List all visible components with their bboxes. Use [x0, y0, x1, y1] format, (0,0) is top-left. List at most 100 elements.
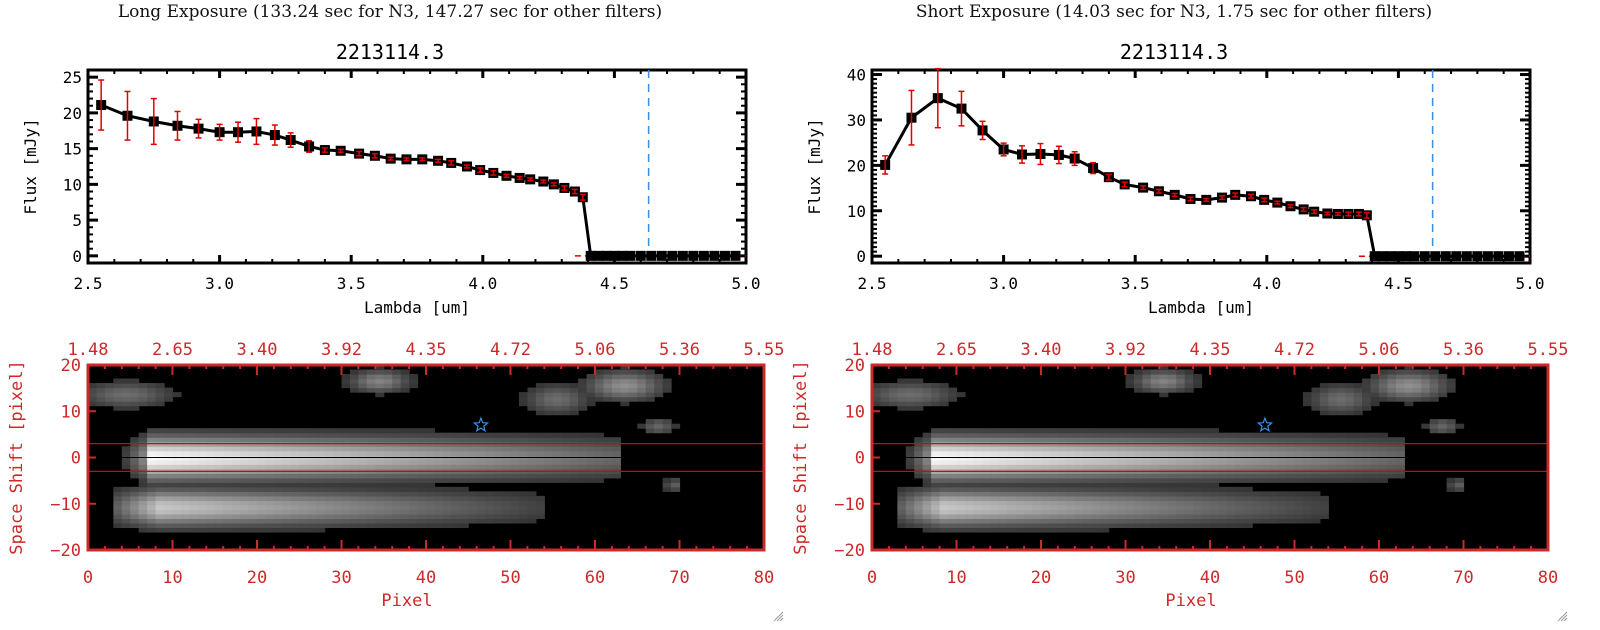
image-pixel: [662, 378, 672, 384]
image-pixel: [392, 491, 402, 497]
image-pixel: [552, 401, 562, 407]
image-pixel: [164, 491, 174, 497]
image-pixel: [392, 486, 402, 492]
image-pixel: [265, 477, 275, 483]
image-pixel: [569, 392, 579, 398]
image-pixel: [1210, 518, 1220, 524]
image-pixel: [628, 374, 638, 380]
image-pixel: [96, 401, 106, 407]
image-pixel: [1235, 432, 1245, 438]
image-pixel: [1387, 446, 1397, 452]
image-pixel: [273, 450, 283, 456]
image-pixel: [981, 504, 991, 510]
image-pixel: [1336, 387, 1346, 393]
image-pixel: [1260, 518, 1270, 524]
image-pixel: [544, 392, 554, 398]
image-pixel: [1201, 459, 1211, 465]
image-pixel: [383, 374, 393, 380]
image-pixel: [468, 509, 478, 515]
image-pixel: [468, 504, 478, 510]
image-pixel: [1379, 374, 1389, 380]
image-pixel: [1429, 392, 1439, 398]
image-pixel: [1421, 387, 1431, 393]
image-pixel: [973, 428, 983, 434]
image-pixel: [569, 432, 579, 438]
data-point: [609, 250, 620, 261]
image-pixel: [485, 437, 495, 443]
image-pixel: [1142, 495, 1152, 501]
image-pixel: [358, 432, 368, 438]
image-pixel: [138, 387, 148, 393]
image-pixel: [1176, 486, 1186, 492]
image-pixel: [155, 486, 165, 492]
image-pixel: [518, 437, 528, 443]
image-pixel: [1328, 441, 1338, 447]
image-pixel: [1184, 491, 1194, 497]
image-pixel: [265, 486, 275, 492]
image-pixel: [611, 392, 621, 398]
image-pixel: [1057, 473, 1067, 479]
image-pixel: [888, 396, 898, 402]
image-pixel: [349, 464, 359, 470]
image-pixel: [392, 437, 402, 443]
image-pixel: [1302, 401, 1312, 407]
resize-grip-left[interactable]: [772, 610, 784, 622]
image-pixel: [1370, 401, 1380, 407]
image-pixel: [1235, 491, 1245, 497]
image-pixel: [164, 387, 174, 393]
image-pixel: [197, 513, 207, 520]
image-pixel: [956, 482, 966, 488]
image-pixel: [333, 464, 343, 470]
image-pixel: [905, 450, 915, 456]
image-pixel: [366, 446, 376, 452]
image-pixel: [620, 396, 630, 402]
image-pixel: [240, 504, 250, 510]
image-pixel: [1302, 509, 1312, 515]
image-pixel: [299, 486, 309, 492]
image-pixel: [1167, 482, 1177, 488]
image-pixel: [197, 459, 207, 465]
image-pixel: [1091, 513, 1101, 520]
image-pixel: [417, 486, 427, 492]
image-pixel: [645, 396, 655, 402]
image-pixel: [451, 432, 461, 438]
image-pixel: [375, 432, 385, 438]
image-pixel: [595, 464, 605, 470]
image-pixel: [527, 396, 537, 402]
image-pixel: [180, 500, 190, 506]
image-pixel: [1379, 477, 1389, 483]
image-pixel: [1024, 432, 1034, 438]
image-pixel: [273, 513, 283, 520]
y-tick-label: 25: [63, 68, 82, 87]
image-pixel: [1336, 405, 1346, 411]
image-pixel: [1159, 378, 1169, 384]
image-pixel: [451, 509, 461, 515]
image-pixel: [273, 527, 283, 533]
image-pixel: [1117, 482, 1127, 488]
image-pixel: [981, 477, 991, 483]
image-pixel: [1260, 473, 1270, 479]
image-pixel: [1125, 378, 1135, 384]
image-pixel: [1429, 396, 1439, 402]
image-pixel: [527, 387, 537, 393]
image-pixel: [1024, 450, 1034, 456]
top-wavelength-label: 3.92: [1105, 340, 1146, 360]
image-pixel: [223, 482, 233, 488]
image-pixel: [375, 437, 385, 443]
image-pixel: [931, 504, 941, 510]
image-pixel: [299, 464, 309, 470]
image-pixel: [1455, 482, 1465, 488]
image-pixel: [1184, 509, 1194, 515]
image-pixel: [611, 446, 621, 452]
image-pixel: [561, 441, 571, 447]
resize-grip-right[interactable]: [1556, 610, 1568, 622]
image-pixel: [1184, 450, 1194, 456]
image-pixel: [1150, 486, 1160, 492]
image-pixel: [1117, 491, 1127, 497]
image-pixel: [1167, 446, 1177, 452]
image-pixel: [468, 500, 478, 506]
image-pixel: [392, 500, 402, 506]
image-pixel: [206, 473, 216, 479]
image-pixel: [645, 428, 655, 434]
image-pixel: [155, 401, 165, 407]
